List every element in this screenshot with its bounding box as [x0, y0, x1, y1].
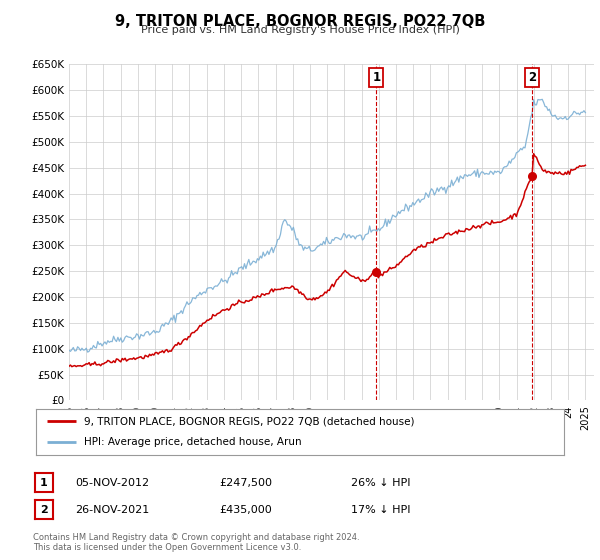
Text: 2: 2	[40, 505, 47, 515]
Text: £247,500: £247,500	[219, 478, 272, 488]
Text: 17% ↓ HPI: 17% ↓ HPI	[351, 505, 410, 515]
Text: 26-NOV-2021: 26-NOV-2021	[75, 505, 149, 515]
Text: 2: 2	[528, 71, 536, 85]
Text: 9, TRITON PLACE, BOGNOR REGIS, PO22 7QB (detached house): 9, TRITON PLACE, BOGNOR REGIS, PO22 7QB …	[83, 416, 414, 426]
Text: This data is licensed under the Open Government Licence v3.0.: This data is licensed under the Open Gov…	[33, 543, 301, 552]
Text: Price paid vs. HM Land Registry's House Price Index (HPI): Price paid vs. HM Land Registry's House …	[140, 25, 460, 35]
Text: 1: 1	[40, 478, 47, 488]
Text: 05-NOV-2012: 05-NOV-2012	[75, 478, 149, 488]
Text: 1: 1	[372, 71, 380, 85]
Text: HPI: Average price, detached house, Arun: HPI: Average price, detached house, Arun	[83, 437, 301, 447]
Text: Contains HM Land Registry data © Crown copyright and database right 2024.: Contains HM Land Registry data © Crown c…	[33, 533, 359, 542]
Text: 26% ↓ HPI: 26% ↓ HPI	[351, 478, 410, 488]
Text: £435,000: £435,000	[219, 505, 272, 515]
Text: 9, TRITON PLACE, BOGNOR REGIS, PO22 7QB: 9, TRITON PLACE, BOGNOR REGIS, PO22 7QB	[115, 14, 485, 29]
